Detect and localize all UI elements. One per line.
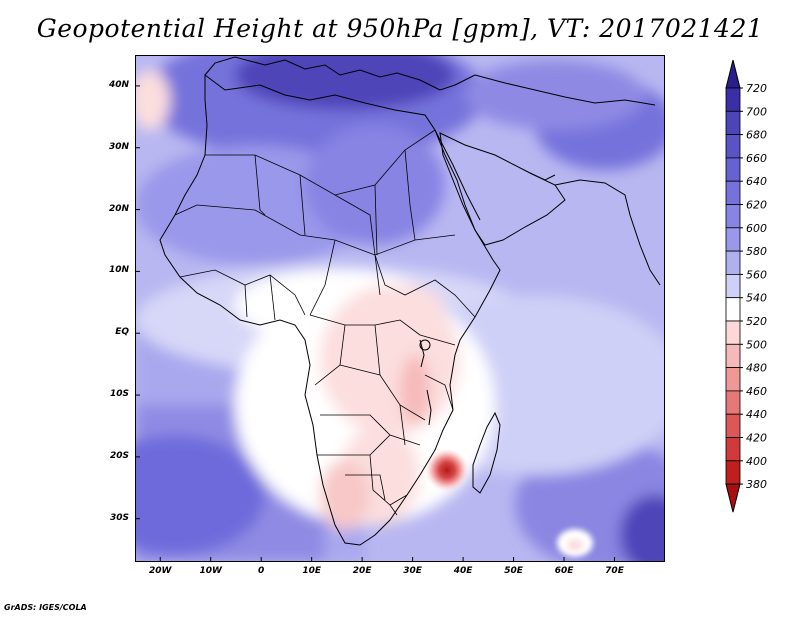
colorbar-label: 420 xyxy=(746,432,767,445)
colorbar-label: 540 xyxy=(746,292,767,305)
colorbar-label: 520 xyxy=(746,315,767,328)
colorbar-label: 380 xyxy=(746,478,767,491)
colorbar-label: 500 xyxy=(746,338,767,351)
colorbar-label: 560 xyxy=(746,268,767,281)
low-pressure-center xyxy=(425,448,469,492)
x-tick-label: 20W xyxy=(149,566,172,576)
y-tick-label: 10S xyxy=(109,389,129,400)
y-tick-label: 40N xyxy=(108,79,129,90)
map-title: Geopotential Height at 950hPa [gpm], VT:… xyxy=(36,14,764,43)
y-tick-label: 20N xyxy=(108,203,129,214)
x-tick-label: 20E xyxy=(352,566,372,576)
country-borders xyxy=(174,129,476,516)
colorbar-box xyxy=(725,343,741,368)
colorbar-box xyxy=(725,437,741,462)
colorbar-label: 460 xyxy=(746,385,767,398)
colorbar-box xyxy=(725,134,741,159)
map-canvas xyxy=(85,30,695,575)
colorbar-box xyxy=(725,367,741,392)
colorbar-label: 480 xyxy=(746,362,767,375)
colorbar-label: 600 xyxy=(746,222,767,235)
colorbar-box xyxy=(725,390,741,415)
colorbar-bottom-arrow xyxy=(725,483,741,513)
x-tick-label: 0 xyxy=(258,566,265,576)
colorbar-label: 400 xyxy=(746,455,767,468)
x-tick-label: 60E xyxy=(554,566,574,576)
colorbar-label: 680 xyxy=(746,129,767,142)
colorbar-box xyxy=(725,110,741,135)
colorbar: 720 700 680 660 640 620 600 580 560 540 520 500 480 4… xyxy=(725,59,767,513)
x-tick-label: 50E xyxy=(504,566,523,576)
colorbar-box xyxy=(725,157,741,182)
x-tick-label: 30E xyxy=(403,566,422,576)
y-tick-label: 30S xyxy=(109,512,129,523)
plot-frame xyxy=(135,55,665,562)
y-tick-label: 20S xyxy=(109,450,129,461)
colorbar-label: 640 xyxy=(746,175,767,188)
y-tick-label: EQ xyxy=(115,327,129,338)
colorbar-label: 720 xyxy=(746,82,767,95)
colorbar-top-arrow xyxy=(725,59,741,89)
colorbar-box xyxy=(725,320,741,345)
y-tick-label: 10N xyxy=(108,265,129,276)
colorbar-label: 660 xyxy=(746,152,767,165)
x-tick-label: 10E xyxy=(302,566,321,576)
colorbar-label: 440 xyxy=(746,408,767,421)
colorbar-box xyxy=(725,180,741,205)
map-plot xyxy=(85,30,695,575)
colorbar-box xyxy=(725,273,741,299)
x-tick-label: 10W xyxy=(199,566,222,576)
colorbar-label: 580 xyxy=(746,245,767,258)
colorbar-box xyxy=(725,413,741,438)
colorbar-box xyxy=(725,204,741,229)
colorbar-box xyxy=(725,297,741,322)
x-tick-label: 70E xyxy=(605,566,624,576)
grads-credit: GrADS: IGES/COLA xyxy=(4,603,87,612)
x-tick-label: 40E xyxy=(453,566,473,576)
colorbar-box xyxy=(725,460,741,485)
coastlines xyxy=(159,56,661,546)
colorbar-box xyxy=(725,87,741,112)
axis-ticks xyxy=(135,85,616,562)
colorbar-box xyxy=(725,227,741,252)
colorbar-label: 700 xyxy=(746,105,767,118)
colorbar-box xyxy=(725,250,741,275)
height-field xyxy=(85,30,695,575)
colorbar-label: 620 xyxy=(746,199,767,212)
y-tick-label: 30N xyxy=(108,141,129,152)
